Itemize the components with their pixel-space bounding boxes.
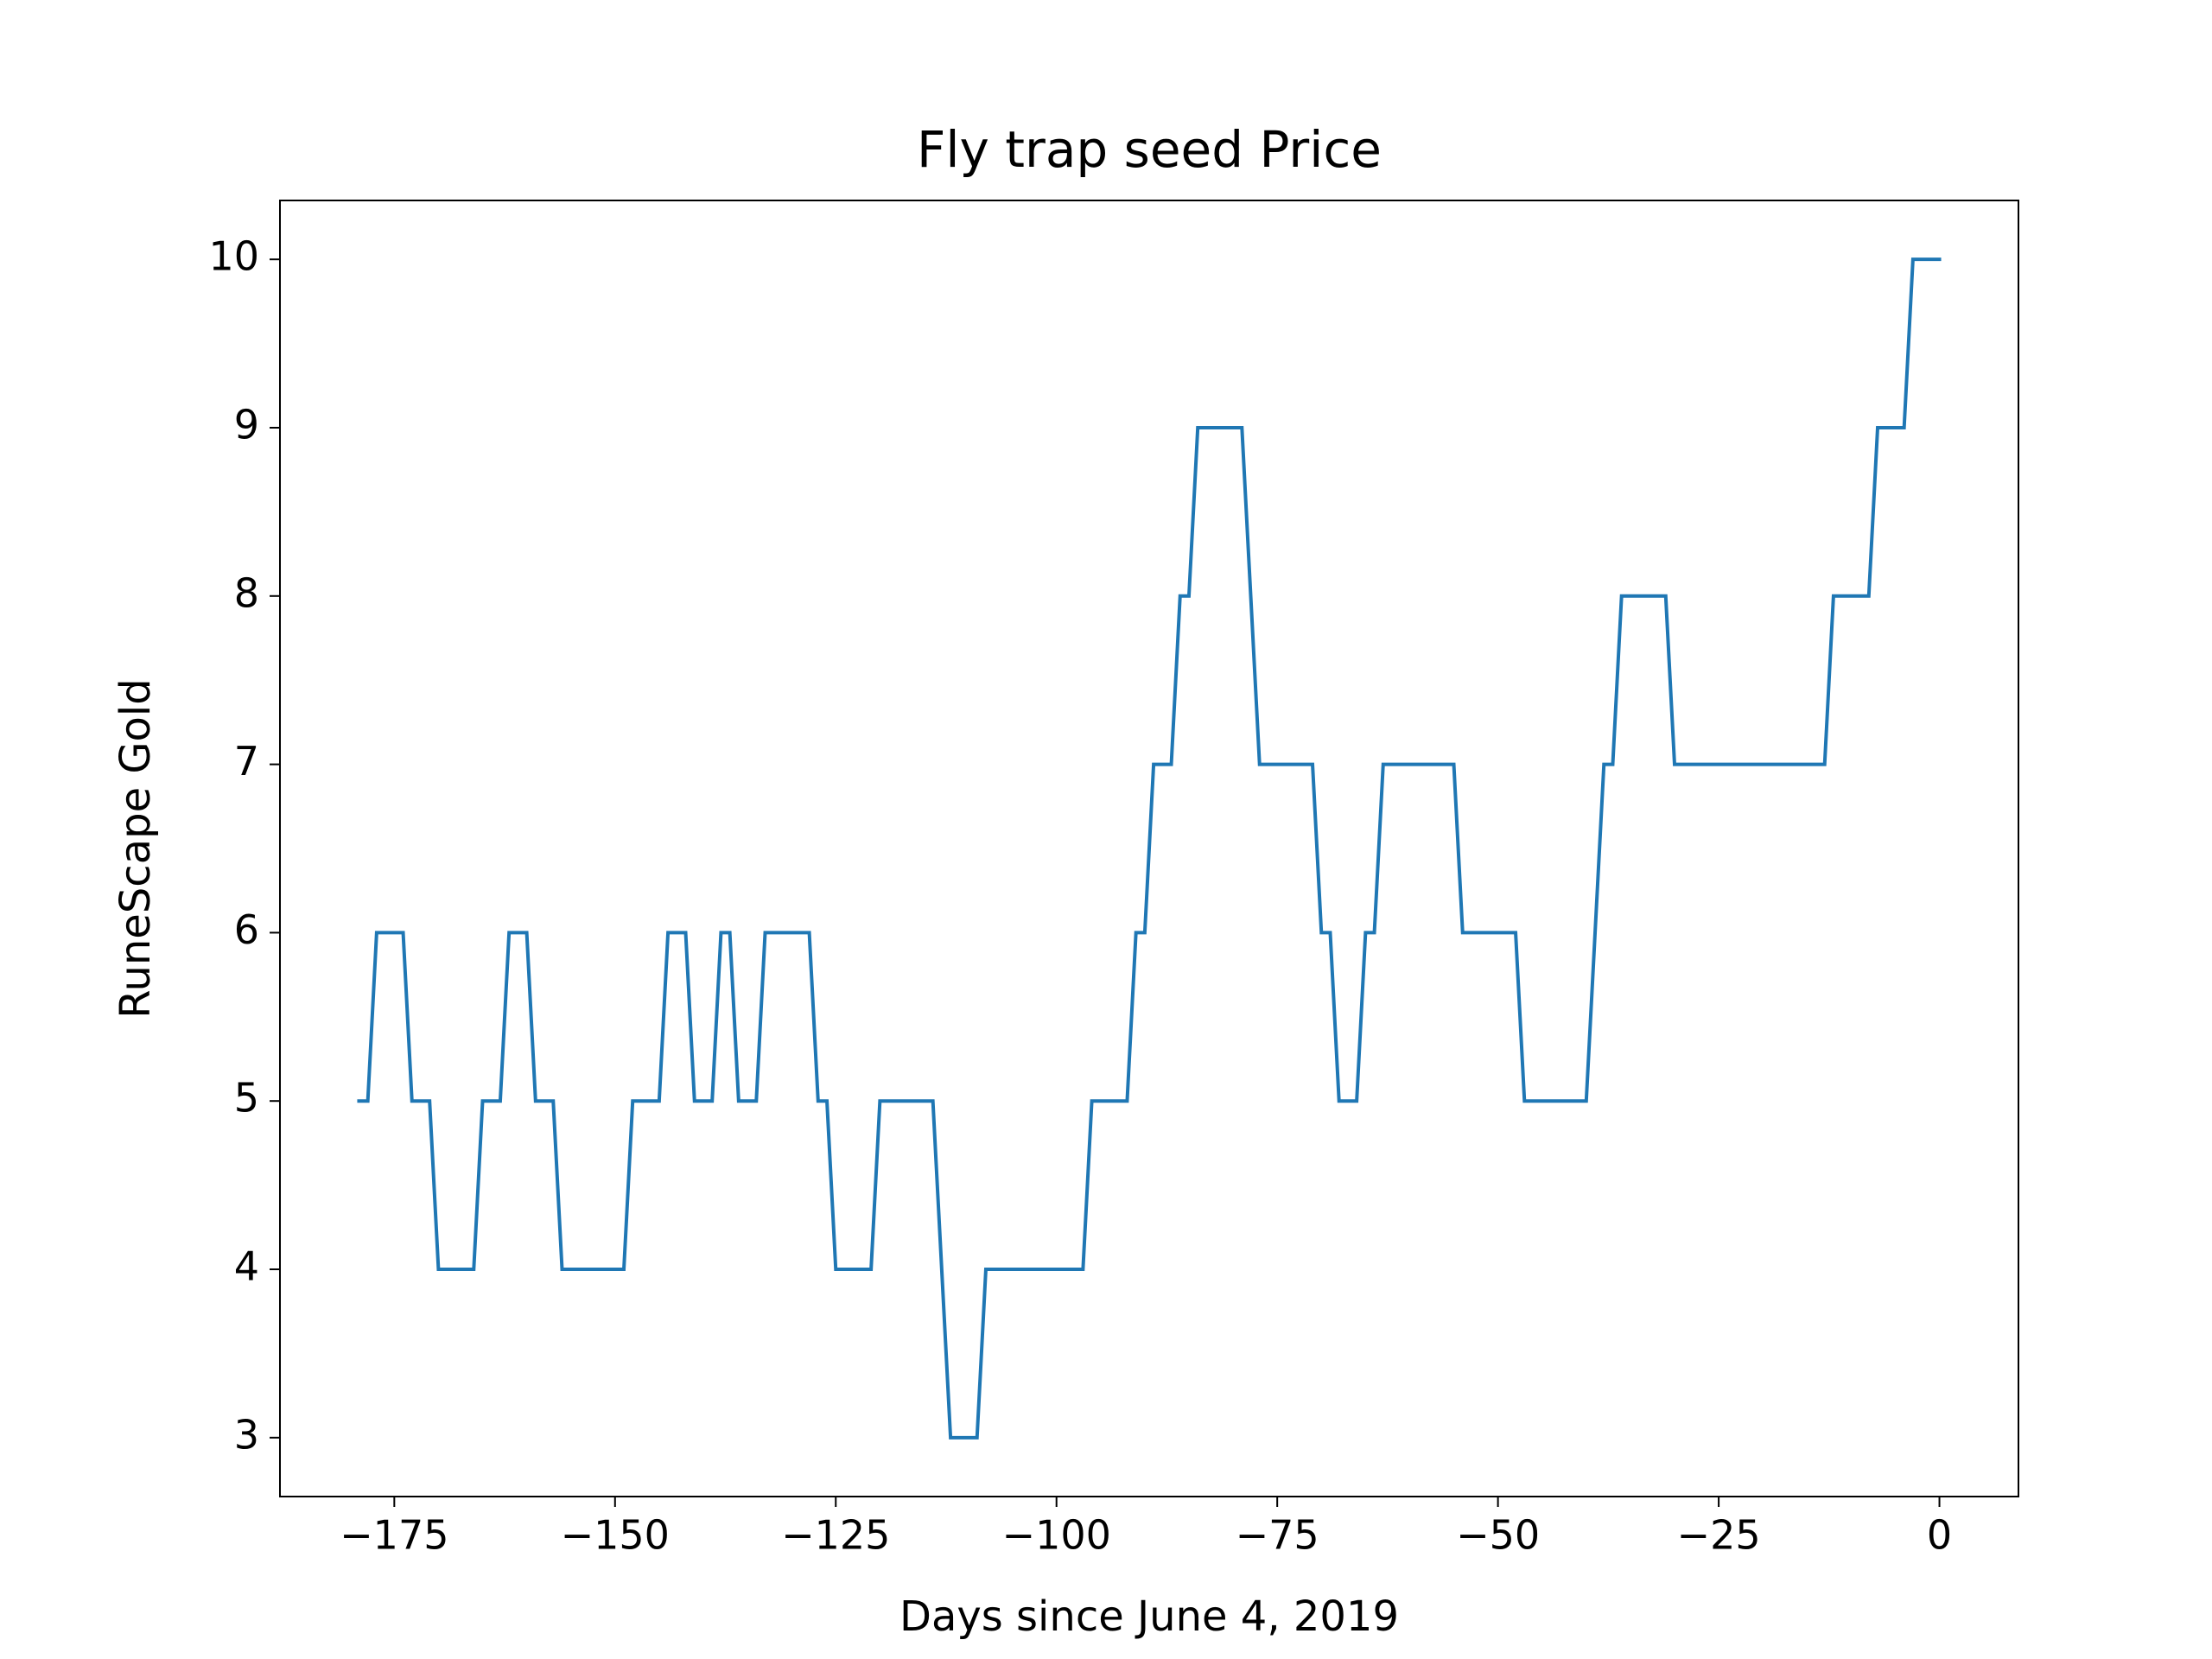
- data-line: [357, 257, 1942, 1440]
- y-tick-label: 7: [234, 738, 259, 785]
- y-tick-label: 3: [234, 1411, 259, 1458]
- x-tick-label: −25: [1677, 1512, 1761, 1559]
- x-tick-label: −125: [781, 1512, 890, 1559]
- x-tick-label: −100: [1002, 1512, 1111, 1559]
- y-tick-label: 4: [234, 1243, 259, 1290]
- y-axis-label: RuneScape Gold: [111, 678, 160, 1018]
- y-tick-label: 8: [234, 569, 259, 616]
- plot-frame: [279, 200, 2019, 1497]
- y-tick-label: 9: [234, 401, 259, 448]
- x-tick-label: −175: [340, 1512, 448, 1559]
- x-tick-label: −75: [1236, 1512, 1319, 1559]
- x-tick-label: 0: [1927, 1512, 1952, 1559]
- x-tick-label: −150: [561, 1512, 670, 1559]
- chart-title: Fly trap seed Price: [917, 120, 1382, 179]
- y-tick-label: 10: [208, 233, 259, 280]
- y-tick-label: 5: [234, 1075, 259, 1122]
- x-tick-label: −50: [1456, 1512, 1540, 1559]
- y-tick-label: 6: [234, 906, 259, 953]
- x-axis-label: Days since June 4, 2019: [899, 1592, 1399, 1641]
